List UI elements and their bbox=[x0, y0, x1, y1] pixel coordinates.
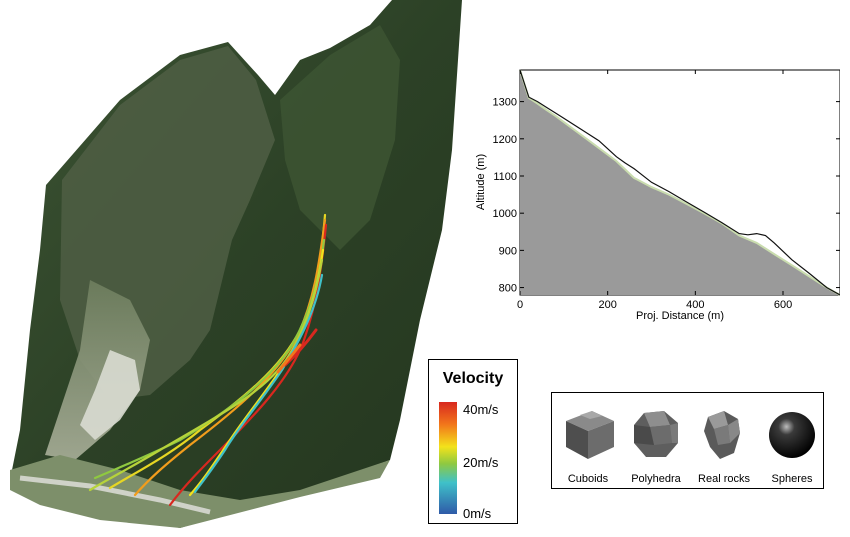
rock-type-spheres: Spheres bbox=[758, 393, 826, 485]
x-tick-label: 600 bbox=[774, 299, 792, 311]
rock-shape-panel: Cuboids Polyhedra Real rocks bbox=[551, 392, 824, 489]
polyhedron-icon bbox=[634, 411, 678, 457]
real-rock-icon bbox=[704, 411, 740, 459]
y-axis-label: Altitude (m) bbox=[475, 154, 487, 210]
sphere-icon bbox=[769, 412, 815, 458]
rock-label-real-rocks: Real rocks bbox=[698, 473, 750, 485]
x-tick-label: 0 bbox=[517, 299, 523, 311]
y-tick-label: 1200 bbox=[493, 134, 517, 146]
velocity-color-scale bbox=[439, 402, 457, 514]
rock-label-cuboids: Cuboids bbox=[567, 473, 609, 485]
road bbox=[19, 475, 211, 515]
rock-label-spheres: Spheres bbox=[771, 473, 813, 485]
y-axis-ticks: 800 900 1000 1100 1200 1300 bbox=[493, 97, 840, 295]
ridge-right bbox=[280, 25, 400, 250]
terrain-area bbox=[520, 70, 840, 295]
trajectory-line bbox=[519, 69, 840, 296]
x-tick-label: 400 bbox=[686, 299, 704, 311]
scree-bright bbox=[80, 350, 140, 440]
y-tick-label: 1300 bbox=[493, 97, 517, 109]
altitude-profile-chart: 0 200 400 600 800 900 1000 1100 1200 1300 Proj. … bbox=[475, 69, 840, 322]
x-tick-label: 200 bbox=[598, 299, 616, 311]
legend-title: Velocity bbox=[442, 370, 504, 387]
legend-label-min: 0m/s bbox=[463, 506, 492, 521]
y-tick-label: 900 bbox=[499, 245, 517, 257]
y-tick-label: 800 bbox=[499, 283, 517, 295]
rockfall-trajectories bbox=[88, 213, 328, 507]
rock-type-cuboids: Cuboids bbox=[554, 393, 622, 485]
rock-type-real-rocks: Real rocks bbox=[690, 393, 758, 485]
scree-slope bbox=[45, 280, 150, 460]
rock-type-polyhedra: Polyhedra bbox=[622, 393, 690, 485]
x-axis-label: Proj. Distance (m) bbox=[636, 310, 724, 322]
terrain-3d-view bbox=[10, 0, 462, 528]
x-axis-ticks: 0 200 400 600 bbox=[517, 70, 792, 311]
terrain-highlight bbox=[519, 69, 840, 296]
rock-label-polyhedra: Polyhedra bbox=[631, 473, 681, 485]
legend-label-mid: 20m/s bbox=[463, 455, 499, 470]
y-tick-label: 1000 bbox=[493, 208, 517, 220]
y-tick-label: 1100 bbox=[493, 171, 517, 183]
cuboid-icon bbox=[566, 411, 614, 459]
velocity-legend: Velocity 40m/s 20m/s 0m/s bbox=[428, 359, 518, 524]
legend-label-max: 40m/s bbox=[463, 402, 499, 417]
